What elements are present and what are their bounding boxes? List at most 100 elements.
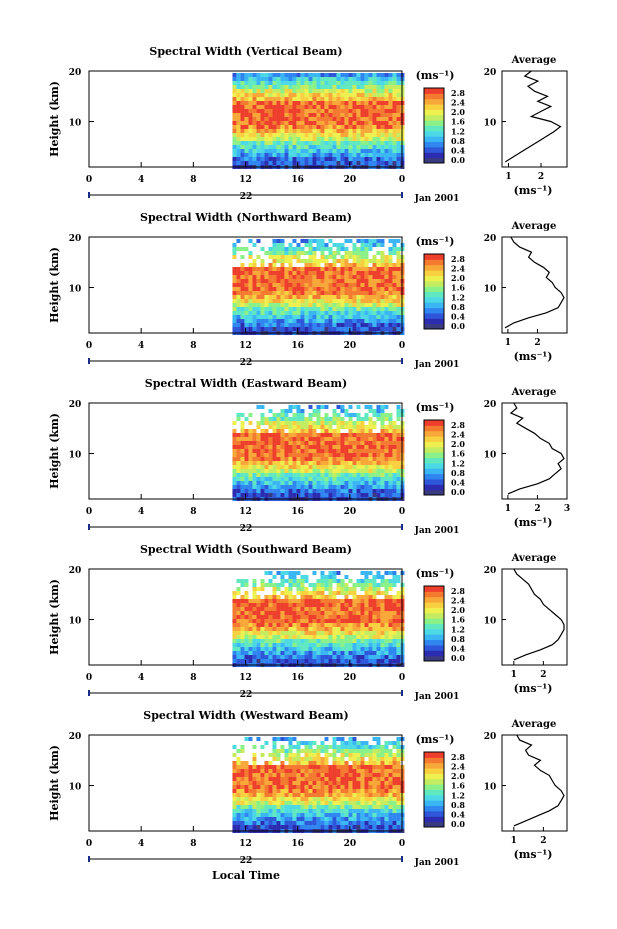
heatmap-cell [268, 437, 273, 441]
heatmap-cell [280, 263, 285, 267]
heatmap-cell [252, 469, 257, 473]
heatmap-cell [308, 595, 313, 599]
heatmap-cell [288, 161, 293, 165]
heatmap-cell [236, 417, 241, 421]
heatmap-cell [384, 85, 389, 89]
heatmap-cell [316, 113, 321, 117]
heatmap-cell [320, 579, 325, 583]
heatmap-cell [356, 615, 361, 619]
x-tick-label: 0 [86, 341, 92, 351]
heatmap-cell [368, 651, 373, 655]
heatmap-cell [268, 97, 273, 101]
heatmap-cell [316, 441, 321, 445]
day-label: 22 [240, 192, 253, 202]
heatmap-cell [380, 461, 385, 465]
heatmap-cell [364, 311, 369, 315]
heatmap-cell [384, 611, 389, 615]
colorbar-swatch [424, 607, 444, 614]
heatmap-cell [268, 485, 273, 489]
heatmap-cell [392, 611, 397, 615]
heatmap-cell [304, 635, 309, 639]
heatmap-cell [320, 757, 325, 761]
heatmap-cell [368, 643, 373, 647]
heatmap-cell [384, 607, 389, 611]
heatmap-cell [304, 813, 309, 817]
heatmap-cell [360, 465, 365, 469]
heatmap-cell [396, 117, 401, 121]
heatmap-cell [272, 121, 277, 125]
heatmap-cell [356, 117, 361, 121]
heatmap-cell [268, 303, 273, 307]
heatmap-cell [300, 777, 305, 781]
heatmap-cell [316, 623, 321, 627]
heatmap-cell [352, 153, 357, 157]
heatmap-cell [260, 311, 265, 315]
heatmap-cell [292, 737, 297, 741]
heatmap-cell [276, 113, 281, 117]
heatmap-cell [284, 631, 289, 635]
heatmap-cell [372, 73, 377, 77]
heatmap-cell [268, 571, 273, 575]
heatmap-cell [340, 583, 345, 587]
heatmap-cell [312, 149, 317, 153]
heatmap-cell [288, 493, 293, 497]
heatmap-cell [356, 773, 361, 777]
heatmap-cell [288, 627, 293, 631]
heatmap-cell [300, 765, 305, 769]
heatmap-cell [356, 757, 361, 761]
heatmap-cell [376, 761, 381, 765]
heatmap-cell [344, 117, 349, 121]
heatmap-cell [232, 145, 237, 149]
heatmap-cell [232, 141, 237, 145]
heatmap-cell [364, 275, 369, 279]
heatmap-cell [240, 153, 245, 157]
heatmap-cell [376, 789, 381, 793]
heatmap-cell [256, 433, 261, 437]
heatmap-cell [332, 429, 337, 433]
heatmap-cell [364, 761, 369, 765]
heatmap-cell [388, 583, 393, 587]
heatmap-cell [296, 267, 301, 271]
heatmap-cell [380, 145, 385, 149]
heatmap-cell [240, 623, 245, 627]
heatmap-cells [232, 239, 405, 335]
heatmap-cell [384, 769, 389, 773]
heatmap-cell [300, 619, 305, 623]
heatmap-cell [328, 473, 333, 477]
heatmap-cell [372, 773, 377, 777]
heatmap-cell [376, 607, 381, 611]
heatmap-cell [360, 445, 365, 449]
heatmap-cell [288, 797, 293, 801]
heatmap-cell [396, 441, 401, 445]
heatmap-cell [332, 445, 337, 449]
heatmap-cell [280, 655, 285, 659]
heatmap-cell [372, 615, 377, 619]
heatmap-cell [260, 453, 265, 457]
heatmap-cell [280, 239, 285, 243]
heatmap-cell [392, 489, 397, 493]
heatmap-cell [332, 485, 337, 489]
heatmap-cell [268, 157, 273, 161]
heatmap-cell [356, 579, 361, 583]
heatmap-cell [348, 579, 353, 583]
heatmap-cell [360, 295, 365, 299]
heatmap-cell [292, 283, 297, 287]
heatmap-cell [284, 133, 289, 137]
heatmap-cell [292, 485, 297, 489]
colorbar-swatch [424, 114, 444, 121]
heatmap-cell [336, 307, 341, 311]
heatmap-cell [340, 761, 345, 765]
heatmap-cell [280, 109, 285, 113]
heatmap-cell [336, 121, 341, 125]
heatmap-cell [384, 437, 389, 441]
heatmap-cell [308, 643, 313, 647]
heatmap-cell [268, 469, 273, 473]
heatmap-cell [296, 133, 301, 137]
heatmap-cell [336, 413, 341, 417]
heatmap-cell [296, 481, 301, 485]
heatmap-cell [380, 417, 385, 421]
heatmap-cell [252, 275, 257, 279]
heatmap-cell [388, 579, 393, 583]
heatmap-cell [236, 101, 241, 105]
heatmap-cell [340, 441, 345, 445]
